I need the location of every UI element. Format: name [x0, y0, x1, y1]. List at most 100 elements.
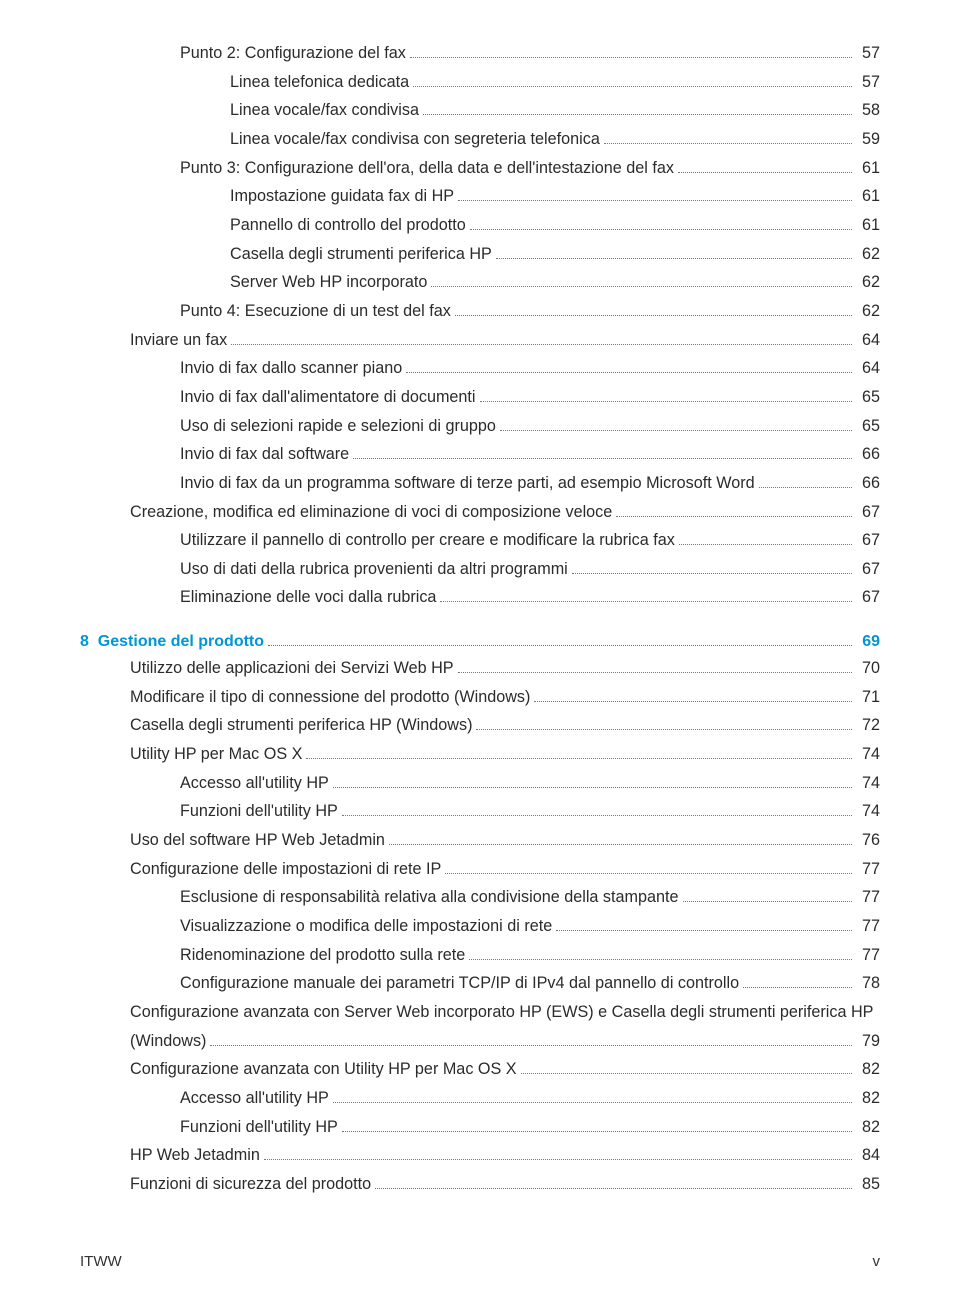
toc-label: Invio di fax dallo scanner piano — [180, 357, 402, 379]
page-number: 82 — [856, 1087, 880, 1109]
toc-label: Casella degli strumenti periferica HP (W… — [130, 714, 472, 736]
leader-dots — [683, 892, 852, 903]
leader-dots — [534, 691, 852, 702]
toc-entry[interactable]: Casella degli strumenti periferica HP (W… — [80, 714, 880, 736]
leader-dots — [353, 448, 852, 459]
toc-entry[interactable]: Pannello di controllo del prodotto 61 — [80, 214, 880, 236]
toc-entry[interactable]: Invio di fax dall'alimentatore di docume… — [80, 386, 880, 408]
toc-label: Configurazione avanzata con Server Web i… — [130, 1001, 873, 1023]
toc-label: Invio di fax dal software — [180, 443, 349, 465]
toc-label: Uso del software HP Web Jetadmin — [130, 829, 385, 851]
page-number: 69 — [856, 633, 880, 651]
page-number: 61 — [856, 157, 880, 179]
toc-label: Utility HP per Mac OS X — [130, 743, 302, 765]
toc-label: Pannello di controllo del prodotto — [230, 214, 466, 236]
chapter-8-heading[interactable]: 8 Gestione del prodotto 69 — [80, 633, 880, 651]
toc-entry[interactable]: Creazione, modifica ed eliminazione di v… — [80, 501, 880, 523]
toc-entry[interactable]: Utility HP per Mac OS X74 — [80, 743, 880, 765]
page-number: 77 — [856, 858, 880, 880]
toc-entry[interactable]: Accesso all'utility HP74 — [80, 772, 880, 794]
page-number: 67 — [856, 529, 880, 551]
leader-dots — [306, 748, 852, 759]
leader-dots — [389, 834, 852, 845]
toc-entry[interactable]: Visualizzazione o modifica delle imposta… — [80, 915, 880, 937]
toc-entry[interactable]: Ridenominazione del prodotto sulla rete7… — [80, 944, 880, 966]
leader-dots — [268, 635, 852, 646]
page-number: 65 — [856, 386, 880, 408]
toc-entry[interactable]: Configurazione avanzata con Utility HP p… — [80, 1058, 880, 1080]
toc-label: Funzioni dell'utility HP — [180, 1116, 338, 1138]
toc-label: Invio di fax dall'alimentatore di docume… — [180, 386, 476, 408]
toc-label: Creazione, modifica ed eliminazione di v… — [130, 501, 612, 523]
page-number: 61 — [856, 214, 880, 236]
page-number: 62 — [856, 271, 880, 293]
toc-label: Invio di fax da un programma software di… — [180, 472, 755, 494]
toc-entry[interactable]: Configurazione manuale dei parametri TCP… — [80, 972, 880, 994]
page-number: 77 — [856, 886, 880, 908]
page-number: 78 — [856, 972, 880, 994]
toc-label: Casella degli strumenti periferica HP — [230, 243, 492, 265]
toc-entry[interactable]: Funzioni dell'utility HP82 — [80, 1116, 880, 1138]
toc-entry[interactable]: Utilizzare il pannello di controllo per … — [80, 529, 880, 551]
leader-dots — [476, 720, 852, 731]
leader-dots — [458, 662, 852, 673]
toc-entry[interactable]: Invio di fax da un programma software di… — [80, 472, 880, 494]
toc-entry[interactable]: Punto 3: Configurazione dell'ora, della … — [80, 157, 880, 179]
toc-section-8: Utilizzo delle applicazioni dei Servizi … — [80, 657, 880, 1195]
page-number: 58 — [856, 99, 880, 121]
toc-entry[interactable]: Funzioni di sicurezza del prodotto85 — [80, 1173, 880, 1195]
chapter-number: 8 Gestione del prodotto — [80, 633, 264, 651]
page-number: 62 — [856, 300, 880, 322]
leader-dots — [496, 248, 852, 259]
page-number: 77 — [856, 915, 880, 937]
toc-entry[interactable]: Eliminazione delle voci dalla rubrica67 — [80, 586, 880, 608]
page-number: 71 — [856, 686, 880, 708]
leader-dots — [480, 391, 852, 402]
toc-entry[interactable]: Invio di fax dallo scanner piano 64 — [80, 357, 880, 379]
toc-entry[interactable]: Uso di selezioni rapide e selezioni di g… — [80, 415, 880, 437]
page-number: 59 — [856, 128, 880, 150]
toc-entry[interactable]: Impostazione guidata fax di HP61 — [80, 185, 880, 207]
toc-entry[interactable]: Uso di dati della rubrica provenienti da… — [80, 558, 880, 580]
toc-entry[interactable]: Punto 2: Configurazione del fax57 — [80, 42, 880, 64]
toc-entry[interactable]: HP Web Jetadmin84 — [80, 1144, 880, 1166]
toc-label: Punto 3: Configurazione dell'ora, della … — [180, 157, 674, 179]
toc-entry[interactable]: Funzioni dell'utility HP 74 — [80, 800, 880, 822]
toc-label: Inviare un fax — [130, 329, 227, 351]
leader-dots — [500, 420, 852, 431]
toc-label: Linea vocale/fax condivisa con segreteri… — [230, 128, 600, 150]
page-number: 62 — [856, 243, 880, 265]
toc-entry[interactable]: Modificare il tipo di connessione del pr… — [80, 686, 880, 708]
page-number: 65 — [856, 415, 880, 437]
leader-dots — [743, 978, 852, 989]
toc-entry[interactable]: Esclusione di responsabilità relativa al… — [80, 886, 880, 908]
page-number: 66 — [856, 472, 880, 494]
toc-label: Linea vocale/fax condivisa — [230, 99, 419, 121]
toc-entry[interactable]: Configurazione avanzata con Server Web i… — [80, 1001, 880, 1023]
leader-dots — [264, 1150, 852, 1161]
toc-entry-continued[interactable]: (Windows)79 — [80, 1030, 880, 1052]
toc-label: Utilizzo delle applicazioni dei Servizi … — [130, 657, 454, 679]
toc-entry[interactable]: Inviare un fax64 — [80, 329, 880, 351]
toc-entry[interactable]: Casella degli strumenti periferica HP 62 — [80, 243, 880, 265]
page-number: 74 — [856, 800, 880, 822]
toc-label: Funzioni dell'utility HP — [180, 800, 338, 822]
leader-dots — [759, 477, 852, 488]
toc-entry[interactable]: Configurazione delle impostazioni di ret… — [80, 858, 880, 880]
toc-entry[interactable]: Accesso all'utility HP 82 — [80, 1087, 880, 1109]
toc-entry[interactable]: Linea telefonica dedicata57 — [80, 71, 880, 93]
toc-entry[interactable]: Punto 4: Esecuzione di un test del fax62 — [80, 300, 880, 322]
toc-entry[interactable]: Linea vocale/fax condivisa con segreteri… — [80, 128, 880, 150]
toc-entry[interactable]: Linea vocale/fax condivisa 58 — [80, 99, 880, 121]
page-number: 57 — [856, 42, 880, 64]
leader-dots — [616, 506, 852, 517]
page-number: 64 — [856, 357, 880, 379]
leader-dots — [679, 534, 852, 545]
toc-entry[interactable]: Uso del software HP Web Jetadmin76 — [80, 829, 880, 851]
toc-entry[interactable]: Server Web HP incorporato 62 — [80, 271, 880, 293]
toc-label: Server Web HP incorporato — [230, 271, 427, 293]
leader-dots — [440, 592, 852, 603]
toc-entry[interactable]: Utilizzo delle applicazioni dei Servizi … — [80, 657, 880, 679]
toc-entry[interactable]: Invio di fax dal software66 — [80, 443, 880, 465]
toc-label: Accesso all'utility HP — [180, 1087, 329, 1109]
